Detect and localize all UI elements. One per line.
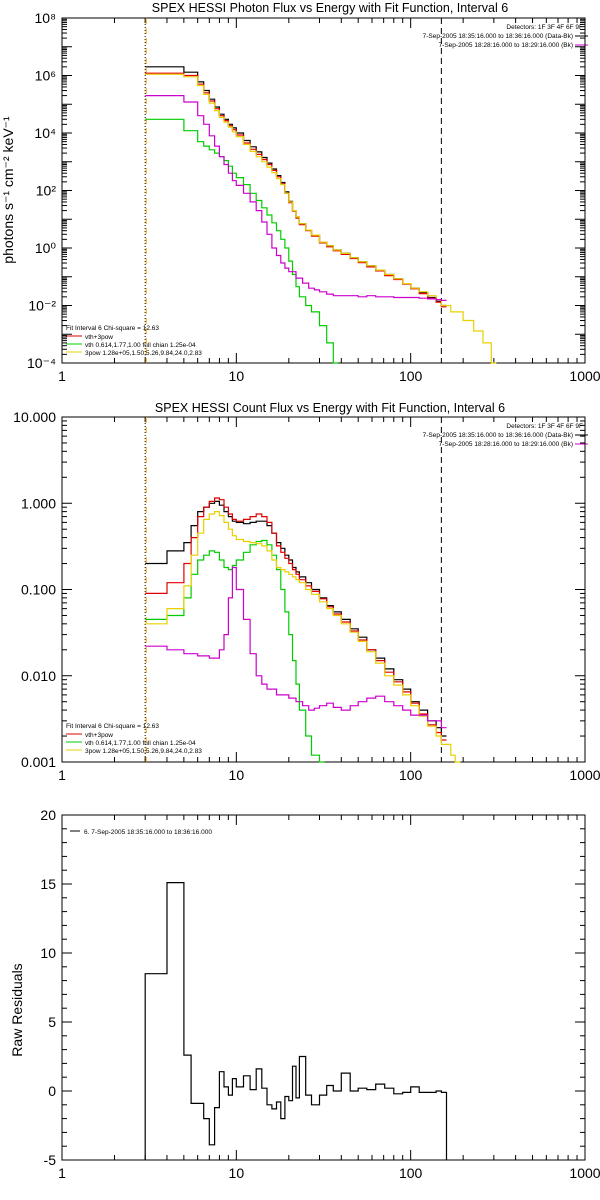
photon-flux-series-2 bbox=[145, 118, 339, 364]
photon-flux-fit-3pow: 3pow 1.28e+05,1.50,5.26,9.84,24.0,2.83 bbox=[85, 350, 202, 357]
count-flux-plot-frame bbox=[61, 416, 586, 763]
count-flux-x-tick-label: 10 bbox=[229, 767, 245, 783]
photon-flux-series-0 bbox=[145, 66, 447, 307]
photon-flux-y-tick-label: 10⁻² bbox=[28, 298, 56, 314]
count-flux-fit-vth3pow: vth+3pow bbox=[85, 732, 113, 739]
photon-flux-fit-vth: vth 0.614,1.77,1.00 full chian 1.25e-04 bbox=[85, 342, 196, 349]
photon-flux-title: SPEX HESSI Photon Flux vs Energy with Fi… bbox=[152, 1, 508, 15]
residuals-y-tick-label: -5 bbox=[44, 1152, 57, 1168]
count-flux-fit-chi: Fit Interval 6 Chi-square = 12.63 bbox=[66, 723, 159, 730]
count-flux-x-tick-label: 1000 bbox=[569, 767, 600, 783]
count-flux-x-tick-label: 100 bbox=[399, 767, 423, 783]
count-flux-x-tick-label: 1 bbox=[58, 767, 66, 783]
count-flux-fit-vth: vth 0.614,1.77,1.00 full chian 1.25e-04 bbox=[85, 740, 196, 747]
photon-flux-x-tick-label: 1 bbox=[58, 368, 66, 384]
photon-flux-fit-chi: Fit Interval 6 Chi-square = 12.63 bbox=[66, 325, 159, 332]
count-flux-series-4 bbox=[145, 566, 447, 729]
count-flux-info-data-interval: 7-Sep-2005 18:35:16.000 to 18:36:16.000 … bbox=[423, 432, 573, 439]
count-flux-info-bk-interval: 7-Sep-2005 18:28:16.000 to 18:29:16.000 … bbox=[439, 441, 573, 448]
residuals-x-tick-label: 10 bbox=[229, 1165, 245, 1181]
photon-flux-y-tick-label: 10⁻⁴ bbox=[27, 355, 56, 371]
residuals-x-tick-label: 1 bbox=[58, 1165, 66, 1181]
count-flux-series-3 bbox=[145, 511, 461, 763]
count-flux-y-tick-label: 0.001 bbox=[21, 754, 56, 770]
photon-flux-x-tick-label: 1000 bbox=[569, 368, 600, 384]
residuals-y-tick-label: 10 bbox=[40, 945, 56, 961]
photon-flux-y-tick-label: 10⁴ bbox=[34, 125, 56, 141]
count-flux-series-1 bbox=[145, 497, 447, 741]
residuals-x-tick-label: 1000 bbox=[569, 1165, 600, 1181]
residuals-y-label: Raw Residuals bbox=[9, 963, 25, 1056]
photon-flux-fit-vth3pow: vth+3pow bbox=[85, 334, 113, 341]
residuals-y-tick-label: 0 bbox=[48, 1083, 56, 1099]
count-flux-series-2 bbox=[145, 539, 325, 763]
photon-flux-info-bk-interval: 7-Sep-2005 18:28:16.000 to 18:29:16.000 … bbox=[439, 42, 573, 49]
count-flux-y-tick-label: 1.000 bbox=[21, 495, 56, 511]
residuals-y-tick-label: 20 bbox=[40, 807, 56, 823]
count-flux-panel: SPEX HESSI Count Flux vs Energy with Fit… bbox=[13, 401, 600, 783]
residuals-plot-frame bbox=[61, 814, 586, 1161]
photon-flux-info-data-interval: 7-Sep-2005 18:35:16.000 to 18:36:16.000 … bbox=[423, 33, 573, 40]
residuals-y-tick-label: 5 bbox=[48, 1014, 56, 1030]
count-flux-y-tick-label: 10.000 bbox=[13, 409, 56, 425]
photon-flux-y-tick-label: 10⁶ bbox=[35, 68, 56, 84]
residuals-legend-label: 6. 7-Sep-2005 18:35:16.000 to 18:36:16.0… bbox=[84, 829, 212, 836]
residuals-y-tick-label: 15 bbox=[40, 876, 56, 892]
photon-flux-y-tick-label: 10⁰ bbox=[35, 240, 57, 256]
residuals-series-0 bbox=[144, 881, 448, 1160]
photon-flux-info-detectors: Detectors: 1F 3F 4F 6F 9F bbox=[506, 24, 583, 31]
photon-flux-series-4 bbox=[145, 94, 447, 301]
photon-flux-y-label: photons s⁻¹ cm⁻² keV⁻¹ bbox=[0, 116, 16, 264]
residuals-x-tick-label: 100 bbox=[399, 1165, 423, 1181]
photon-flux-panel: SPEX HESSI Photon Flux vs Energy with Fi… bbox=[0, 1, 600, 384]
photon-flux-x-tick-label: 10 bbox=[229, 368, 245, 384]
count-flux-info-detectors: Detectors: 1F 3F 4F 6F 9F bbox=[506, 423, 583, 430]
count-flux-title: SPEX HESSI Count Flux vs Energy with Fit… bbox=[155, 401, 505, 415]
photon-flux-y-tick-label: 10² bbox=[36, 183, 57, 199]
count-flux-y-tick-label: 0.100 bbox=[21, 582, 56, 598]
photon-flux-series-3 bbox=[145, 73, 497, 364]
photon-flux-x-tick-label: 100 bbox=[399, 368, 423, 384]
residuals-panel: Raw Residuals 6. 7-Sep-2005 18:35:16.000… bbox=[9, 807, 600, 1181]
photon-flux-plot-frame bbox=[61, 17, 586, 364]
photon-flux-y-tick-label: 10⁸ bbox=[35, 10, 57, 26]
count-flux-fit-3pow: 3pow 1.28e+05,1.50,5.26,9.84,24.0,2.83 bbox=[85, 748, 202, 755]
count-flux-y-tick-label: 0.010 bbox=[21, 668, 56, 684]
